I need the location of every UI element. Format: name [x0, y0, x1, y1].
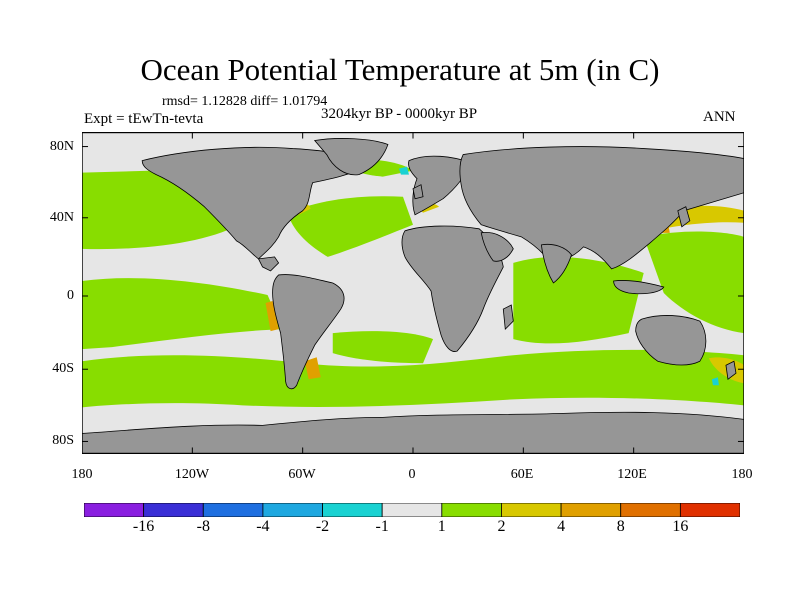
- colorbar-label-9: 16: [672, 518, 689, 535]
- lon-label-60e: 60E: [510, 467, 534, 482]
- arctic-cool-spot: [398, 166, 409, 175]
- colorbar-swatch-5: [381, 503, 443, 517]
- lat-label-40n: 40N: [49, 210, 74, 225]
- colorbar-swatch-1: [143, 503, 204, 517]
- colorbar-swatch-4: [322, 503, 383, 517]
- australia-cool-spot: [711, 377, 719, 386]
- colorbar-swatch-8: [560, 503, 622, 517]
- south-america-land: [272, 274, 345, 390]
- lon-label-0: 0: [408, 467, 416, 482]
- asia-land: [459, 146, 744, 270]
- colorbar-label-0: -16: [132, 518, 155, 535]
- period-label: 3204kyr BP - 0000kyr BP: [321, 106, 478, 122]
- colorbar-label-4: -1: [375, 518, 389, 535]
- lat-label-80n: 80N: [49, 139, 74, 154]
- indonesia-land: [613, 280, 665, 295]
- new-zealand-land: [725, 360, 737, 380]
- madagascar-land: [502, 304, 514, 330]
- uk-land: [412, 184, 424, 200]
- colorbar-swatch-3: [262, 503, 323, 517]
- japan-land: [677, 206, 691, 228]
- greenland-land: [313, 138, 389, 176]
- colorbar-swatch-7: [501, 503, 562, 517]
- australia-land: [635, 315, 707, 366]
- world-map: [82, 132, 744, 454]
- south-atlantic-band: [332, 331, 434, 364]
- lat-label-0: 0: [67, 288, 74, 303]
- land-masses: [82, 138, 744, 454]
- tropical-pacific-band: [82, 278, 283, 350]
- indian-ocean-band: [513, 257, 644, 344]
- colorbar-label-3: -2: [315, 518, 330, 535]
- colorbar-swatch-6: [441, 503, 502, 517]
- colorbar-label-2: -4: [256, 518, 270, 535]
- experiment-label: Expt = tEwTn-tevta: [84, 111, 204, 127]
- colorbar-swatch-10: [679, 503, 740, 517]
- warming-regions-1-2: [82, 159, 744, 408]
- colorbar: [84, 503, 740, 517]
- colorbar-label-1: -8: [196, 518, 210, 535]
- peru-coast-patch: [265, 301, 279, 332]
- colorbar-label-8: 8: [616, 518, 625, 535]
- central-america-land: [257, 256, 280, 272]
- colorbar-label-7: 4: [557, 518, 566, 535]
- antarctica-land: [82, 411, 744, 454]
- colorbar-label-6: 2: [497, 518, 506, 535]
- axis-ticks: [82, 132, 744, 454]
- colorbar-label-5: 1: [437, 518, 446, 535]
- colorbar-swatch-0: [84, 503, 145, 517]
- lon-label-180-east: 180: [731, 467, 753, 482]
- india-land: [540, 243, 572, 284]
- lat-label-40s: 40S: [52, 361, 74, 376]
- lon-label-180-west: 180: [71, 467, 93, 482]
- season-label: ANN: [703, 109, 736, 125]
- lon-label-60w: 60W: [288, 467, 316, 482]
- stats-line: rmsd= 1.12828 diff= 1.01794: [162, 94, 328, 109]
- arabia-land: [480, 232, 514, 262]
- southern-ocean-band: [82, 349, 744, 408]
- brazil-malvinas-patch: [304, 357, 321, 380]
- west-pacific-band: [643, 231, 744, 334]
- colorbar-swatch-9: [620, 503, 681, 517]
- colorbar-swatch-2: [202, 503, 264, 517]
- north-atlantic-band: [287, 196, 413, 257]
- map-title: Ocean Potential Temperature at 5m (in C): [140, 52, 660, 87]
- lat-label-80s: 80S: [52, 433, 74, 448]
- lon-label-120w: 120W: [174, 467, 210, 482]
- north-america-land: [141, 146, 366, 260]
- lon-label-120e: 120E: [617, 467, 647, 482]
